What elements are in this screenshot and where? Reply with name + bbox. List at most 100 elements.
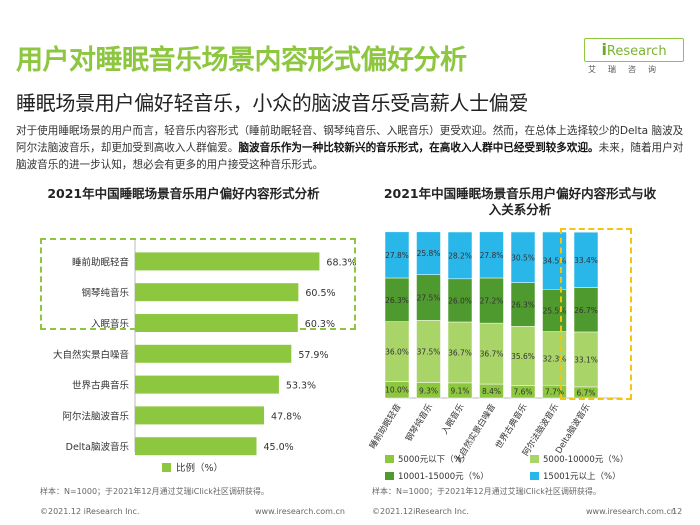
page-title: 用户对睡眠音乐场景内容形式偏好分析	[16, 45, 467, 76]
right-segment-label: 6.7%	[576, 388, 595, 397]
left-value-label: 45.0%	[264, 442, 294, 453]
page-subtitle: 睡眠场景用户偏好轻音乐，小众的脑波音乐受高薪人士偏爱	[16, 91, 529, 115]
right-bar-segment	[573, 231, 599, 288]
logo-lead: i	[601, 40, 607, 59]
right-bar-segment	[542, 289, 567, 332]
left-legend-label: 比例（%）	[176, 462, 223, 474]
right-bar-segment	[384, 231, 410, 279]
left-chart-source: 样本：N=1000；于2021年12月通过艾瑞iClick社区调研获得。	[40, 487, 269, 496]
right-bar-segment	[510, 282, 536, 327]
summary-part2: 脑波音乐作为一种比较新兴的音乐形式，在高收入人群中已经受到较多欢迎。	[238, 142, 599, 154]
right-category-label: 睡前助眠轻音	[367, 401, 404, 451]
footer-url-left: www.iresearch.com.cn	[255, 507, 345, 516]
right-segment-label: 9.1%	[450, 386, 469, 395]
logo-text: Research	[606, 44, 667, 59]
right-segment-label: 33.1%	[574, 355, 598, 364]
right-segment-label: 36.7%	[480, 350, 504, 359]
right-segment-label: 32.3%	[543, 354, 567, 363]
left-bar	[135, 314, 298, 332]
right-segment-label: 26.3%	[511, 300, 535, 309]
left-bar	[135, 283, 299, 302]
right-legend-label: 15001元以上（%）	[543, 471, 621, 482]
right-legend-label: 5000元以下（%）	[398, 454, 470, 465]
right-segment-label: 27.2%	[480, 297, 504, 306]
right-bar-segment	[447, 231, 473, 280]
summary-part3: 未来，随着用户对脑波音乐的进一步认知，想必会有更多的用户接受这种音乐形式。	[16, 142, 684, 171]
footer-copyright-left: ©2021.12 iResearch Inc.	[40, 507, 140, 516]
right-segment-label: 37.5%	[417, 347, 441, 356]
right-bar-segment	[573, 331, 599, 388]
right-segment-label: 25.8%	[417, 249, 441, 258]
right-highlight-box	[560, 228, 632, 400]
logo-box: iResearch	[584, 38, 684, 62]
logo-cn: 艾瑞咨询	[588, 65, 668, 74]
left-category-label: 入眠音乐	[91, 318, 130, 330]
left-value-label: 60.5%	[305, 288, 335, 299]
right-bar-segment	[542, 231, 567, 290]
right-bar-segment	[416, 274, 441, 321]
right-segment-label: 7.7%	[545, 388, 564, 397]
right-segment-label: 34.5%	[543, 257, 567, 266]
left-value-label: 57.9%	[298, 350, 328, 361]
left-value-label: 60.3%	[305, 319, 335, 330]
iresearch-logo: iResearch 艾瑞咨询	[584, 38, 684, 76]
right-segment-label: 27.8%	[480, 251, 504, 260]
left-bar	[135, 344, 292, 363]
right-bar-segment	[479, 322, 504, 385]
right-segment-label: 30.5%	[511, 253, 535, 262]
right-bar-segment	[416, 231, 441, 275]
left-category-label: 钢琴纯音乐	[81, 287, 129, 299]
right-segment-label: 8.4%	[482, 387, 501, 396]
right-bar-segment	[573, 287, 599, 333]
right-legend-swatch	[385, 472, 394, 480]
left-category-label: 睡前助眠轻音	[72, 256, 129, 268]
right-bar-segment	[447, 278, 473, 323]
left-chart-title: 2021年中国睡眠场景音乐用户偏好内容形式分析	[47, 186, 320, 201]
left-category-label: 阿尔法脑波音乐	[62, 410, 129, 422]
right-category-label: 世界古典音乐	[493, 401, 530, 451]
right-bar-segment	[384, 277, 410, 322]
summary-part1: 对于使用睡眠场景的用户而言，轻音乐内容形式（睡前助眠轻音、钢琴纯音乐、入眠音乐）…	[16, 125, 684, 154]
right-chart-title-line2: 入关系分析	[488, 202, 552, 217]
right-legend-label: 5000-10000元（%）	[543, 454, 628, 465]
right-segment-label: 27.5%	[417, 293, 441, 302]
left-highlight-box	[40, 238, 356, 330]
right-chart-title: 2021年中国睡眠场景音乐用户偏好内容形式与收 入关系分析	[355, 186, 685, 218]
left-value-label: 47.8%	[271, 411, 301, 422]
right-segment-label: 26.7%	[574, 306, 598, 315]
right-bar-segment	[479, 277, 504, 324]
right-segment-label: 9.3%	[419, 386, 438, 395]
footer-url-right: www.iresearch.com.cn	[586, 507, 676, 516]
right-legend-label: 10001-15000元（%）	[398, 471, 489, 482]
left-legend-swatch	[162, 463, 171, 472]
left-value-label: 53.3%	[286, 381, 316, 392]
right-segment-label: 33.4%	[574, 256, 598, 265]
right-legend-swatch	[530, 472, 539, 480]
page-number: 12	[672, 507, 683, 516]
left-bar	[135, 437, 257, 456]
right-legend-swatch	[530, 455, 539, 463]
left-bar	[135, 406, 265, 425]
right-segment-label: 28.2%	[448, 251, 472, 260]
right-category-label: 钢琴纯音乐	[403, 401, 435, 443]
right-bar-segment	[510, 326, 536, 386]
right-chart-title-line1: 2021年中国睡眠场景音乐用户偏好内容形式与收	[383, 186, 657, 201]
right-bar-segment	[416, 320, 441, 383]
left-category-label: Delta脑波音乐	[66, 441, 130, 453]
right-bar-segment	[384, 321, 410, 382]
right-segment-label: 36.0%	[385, 348, 409, 357]
left-bar	[135, 375, 279, 394]
right-segment-label: 36.7%	[448, 348, 472, 357]
summary-paragraph: 对于使用睡眠场景的用户而言，轻音乐内容形式（睡前助眠轻音、钢琴纯音乐、入眠音乐）…	[16, 123, 684, 174]
right-segment-label: 26.0%	[448, 296, 472, 305]
right-segment-label: 27.8%	[385, 251, 409, 260]
right-segment-label: 25.5%	[543, 306, 567, 315]
footer-copyright-right: ©2021.12iResearch Inc.	[372, 507, 469, 516]
left-value-label: 68.3%	[326, 257, 356, 268]
right-category-label: 入眠音乐	[439, 401, 467, 436]
left-category-label: 大自然实景白噪音	[53, 349, 129, 361]
right-segment-label: 10.0%	[385, 386, 409, 395]
right-segment-label: 26.3%	[385, 296, 409, 305]
right-bar-segment	[510, 231, 536, 283]
